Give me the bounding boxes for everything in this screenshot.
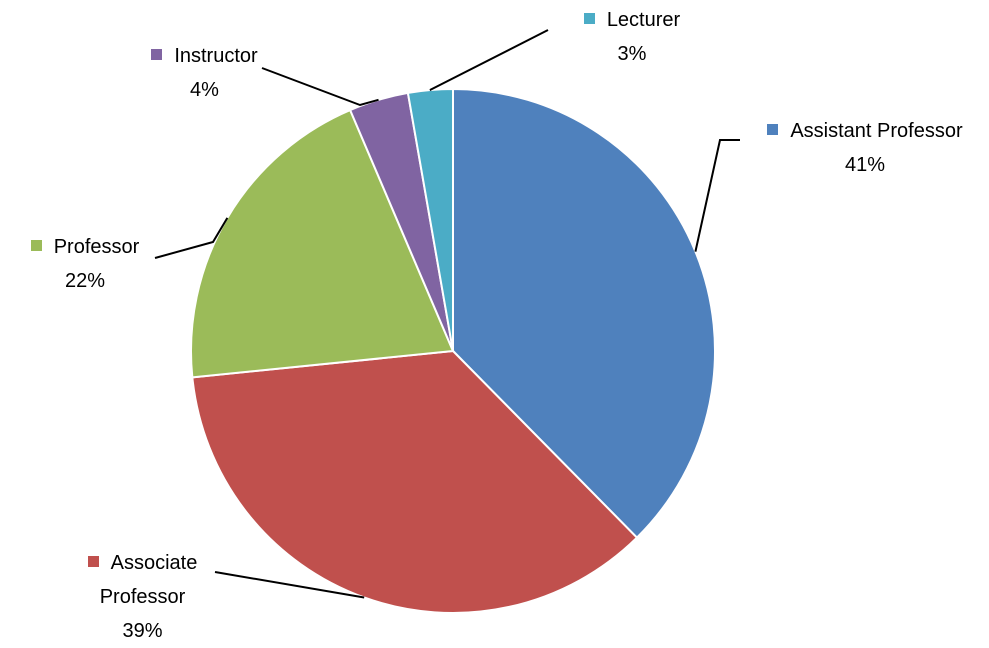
category-label: Instructor (174, 45, 258, 67)
value-label: 39% (122, 620, 163, 642)
data-label: Assistant Professor 41% (740, 114, 989, 182)
leader-line (694, 139, 740, 252)
category-label: Lecturer (606, 9, 681, 31)
legend-marker (151, 49, 163, 60)
legend-marker (767, 124, 779, 135)
value-label: 41% (844, 154, 886, 176)
value-label: 22% (64, 270, 106, 292)
data-label: Associate Professor 39% (80, 546, 205, 648)
leader-line (214, 571, 365, 599)
legend-marker (30, 240, 42, 251)
category-label: Professor (53, 236, 140, 258)
value-label: 3% (617, 43, 647, 65)
data-label: Professor 22% (5, 230, 165, 298)
category-label: Associate Professor (99, 552, 198, 608)
pie-slice (190, 108, 455, 379)
leader-line (154, 217, 229, 259)
category-label: Assistant Professor (790, 120, 963, 142)
leader-line (429, 29, 549, 91)
data-label: Lecturer 3% (557, 3, 707, 71)
value-label: 4% (190, 79, 219, 101)
pie-slice (452, 87, 716, 540)
leader-line (261, 67, 379, 107)
data-label: Instructor 4% (117, 39, 292, 107)
legend-marker (87, 556, 99, 567)
legend-marker (583, 13, 595, 24)
